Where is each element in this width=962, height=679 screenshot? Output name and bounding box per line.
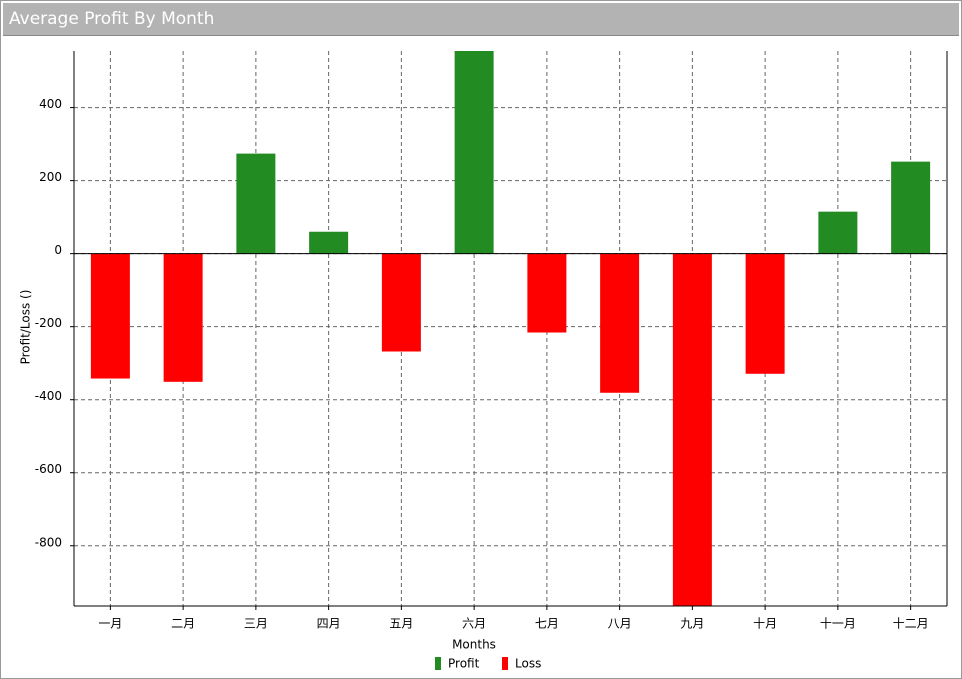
y-tick-label: 400 [39, 97, 62, 111]
x-axis-title: Months [452, 638, 496, 652]
y-tick-label: -600 [35, 462, 62, 476]
x-tick-label: 八月 [608, 617, 632, 631]
bar [381, 253, 421, 352]
x-tick-label: 四月 [317, 617, 341, 631]
legend-label: Profit [448, 657, 480, 671]
bar [600, 253, 640, 393]
x-tick-label: 十一月 [820, 617, 856, 631]
chart-title: Average Profit By Month [3, 3, 959, 36]
bar [163, 253, 203, 382]
legend-swatch [502, 657, 508, 670]
y-tick-label: -400 [35, 389, 62, 403]
x-tick-label: 十月 [753, 617, 777, 631]
bar [309, 231, 349, 254]
bar [527, 253, 567, 333]
bar [236, 153, 276, 254]
y-tick-label: -800 [35, 535, 62, 549]
x-tick-label: 六月 [462, 617, 486, 631]
x-tick-label: 三月 [244, 617, 268, 631]
x-tick-label: 五月 [389, 617, 413, 631]
bar [454, 51, 494, 254]
x-tick-label: 七月 [535, 617, 559, 631]
bar [672, 253, 712, 607]
legend-swatch [435, 657, 441, 670]
x-tick-label: 九月 [680, 617, 704, 631]
x-tick-label: 十二月 [893, 617, 929, 631]
bar [90, 253, 130, 379]
legend-label: Loss [515, 657, 541, 671]
bar [891, 161, 931, 254]
x-tick-label: 二月 [171, 617, 195, 631]
chart: Months Profit/Loss () -800 -600 -400 -200 0 2… [19, 51, 948, 671]
y-axis-title: Profit/Loss () [19, 290, 33, 365]
y-tick-label: -200 [35, 316, 62, 330]
bar [818, 211, 858, 254]
y-tick-label: 0 [54, 243, 62, 257]
bar [745, 253, 785, 374]
y-tick-label: 200 [39, 170, 62, 184]
x-tick-label: 一月 [98, 617, 122, 631]
